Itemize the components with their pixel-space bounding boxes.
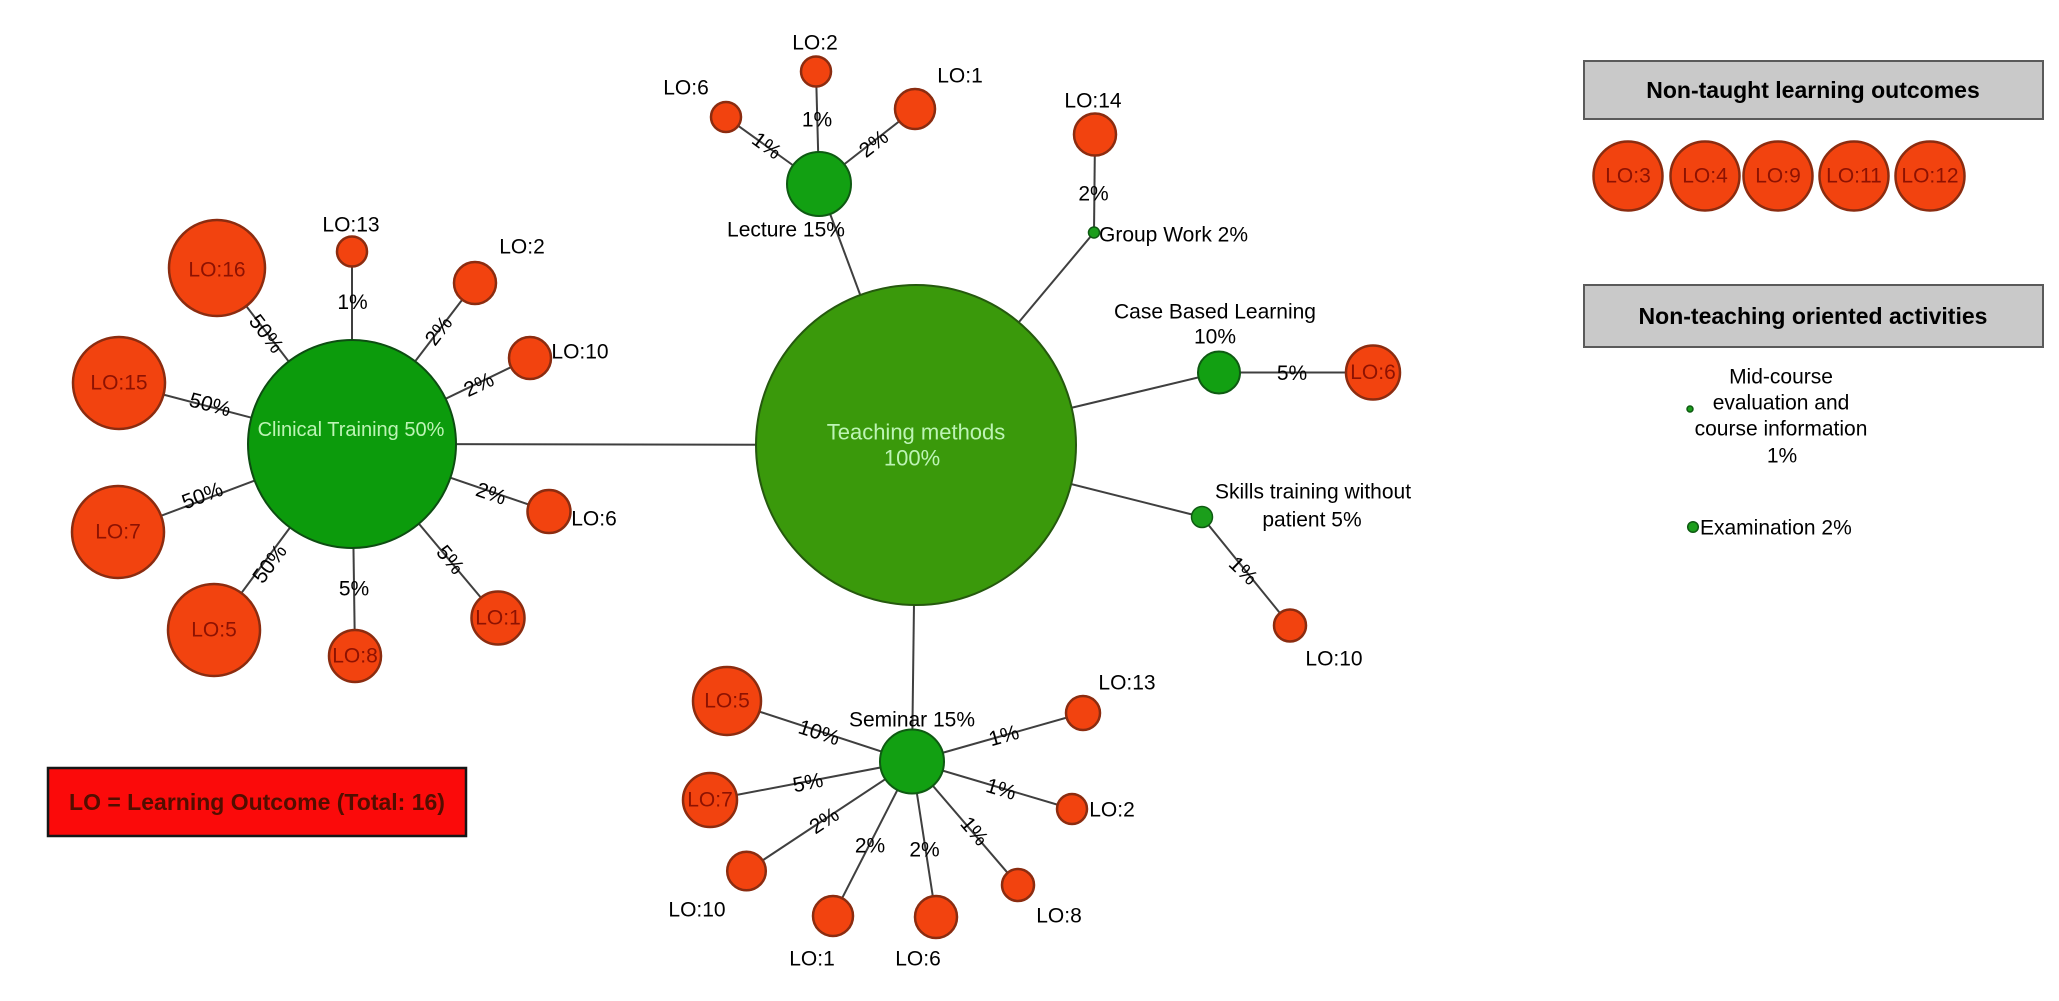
svg-text:LO:10: LO:10 [668, 899, 725, 922]
svg-text:2%: 2% [1078, 183, 1108, 206]
svg-text:Mid-course: Mid-course [1729, 366, 1833, 389]
svg-text:evaluation and: evaluation and [1713, 392, 1850, 415]
svg-text:LO:5: LO:5 [704, 690, 750, 713]
svg-text:Non-teaching oriented activiti: Non-teaching oriented activities [1639, 303, 1988, 329]
svg-text:LO:2: LO:2 [792, 32, 838, 55]
svg-text:LO:12: LO:12 [1901, 165, 1958, 188]
svg-text:course information: course information [1695, 418, 1868, 441]
svg-text:LO:1: LO:1 [789, 948, 835, 971]
svg-text:LO:7: LO:7 [687, 789, 733, 812]
svg-text:LO:1: LO:1 [475, 607, 521, 630]
svg-text:LO:6: LO:6 [663, 77, 709, 100]
svg-text:LO:8: LO:8 [332, 645, 378, 668]
svg-text:LO:6: LO:6 [571, 508, 617, 531]
svg-text:1%: 1% [1767, 445, 1797, 468]
svg-text:Skills training without: Skills training without [1215, 481, 1411, 504]
svg-text:1%: 1% [337, 291, 367, 314]
svg-text:Non-taught learning outcomes: Non-taught learning outcomes [1646, 77, 1980, 103]
svg-text:LO:2: LO:2 [1089, 799, 1135, 822]
svg-text:LO:14: LO:14 [1064, 90, 1122, 113]
svg-text:Lecture 15%: Lecture 15% [727, 219, 845, 242]
svg-text:1%: 1% [802, 109, 832, 132]
svg-text:Clinical Training 50%: Clinical Training 50% [258, 419, 445, 441]
svg-text:LO:5: LO:5 [191, 619, 237, 642]
svg-text:LO:15: LO:15 [90, 372, 147, 395]
svg-text:LO:1: LO:1 [937, 65, 983, 88]
svg-text:Group Work 2%: Group Work 2% [1099, 224, 1248, 247]
svg-text:LO:11: LO:11 [1826, 165, 1882, 188]
svg-text:LO:2: LO:2 [499, 236, 545, 259]
svg-text:2%: 2% [909, 839, 939, 862]
svg-text:LO = Learning Outcome (Total:: LO = Learning Outcome (Total: 16) [69, 789, 445, 815]
svg-text:LO:4: LO:4 [1682, 165, 1728, 188]
svg-text:Examination 2%: Examination 2% [1700, 517, 1852, 540]
svg-text:LO:10: LO:10 [1305, 648, 1362, 671]
svg-text:Teaching methods: Teaching methods [827, 420, 1006, 445]
svg-text:patient 5%: patient 5% [1262, 509, 1361, 532]
svg-text:2%: 2% [855, 835, 885, 858]
svg-text:LO:7: LO:7 [95, 521, 141, 544]
svg-text:Case Based Learning: Case Based Learning [1114, 301, 1316, 324]
svg-text:Seminar 15%: Seminar 15% [849, 709, 975, 732]
svg-text:LO:3: LO:3 [1605, 165, 1651, 188]
svg-text:LO:8: LO:8 [1036, 905, 1082, 928]
svg-text:10%: 10% [1194, 326, 1236, 349]
svg-text:LO:13: LO:13 [1098, 672, 1155, 695]
svg-text:5%: 5% [1277, 362, 1307, 385]
svg-text:LO:13: LO:13 [322, 214, 379, 237]
svg-text:LO:6: LO:6 [1350, 361, 1396, 384]
svg-text:LO:6: LO:6 [895, 948, 941, 971]
svg-text:LO:10: LO:10 [551, 341, 608, 364]
svg-text:100%: 100% [884, 446, 940, 471]
svg-text:5%: 5% [339, 578, 369, 601]
svg-text:LO:9: LO:9 [1755, 165, 1801, 188]
svg-text:LO:16: LO:16 [188, 259, 245, 282]
